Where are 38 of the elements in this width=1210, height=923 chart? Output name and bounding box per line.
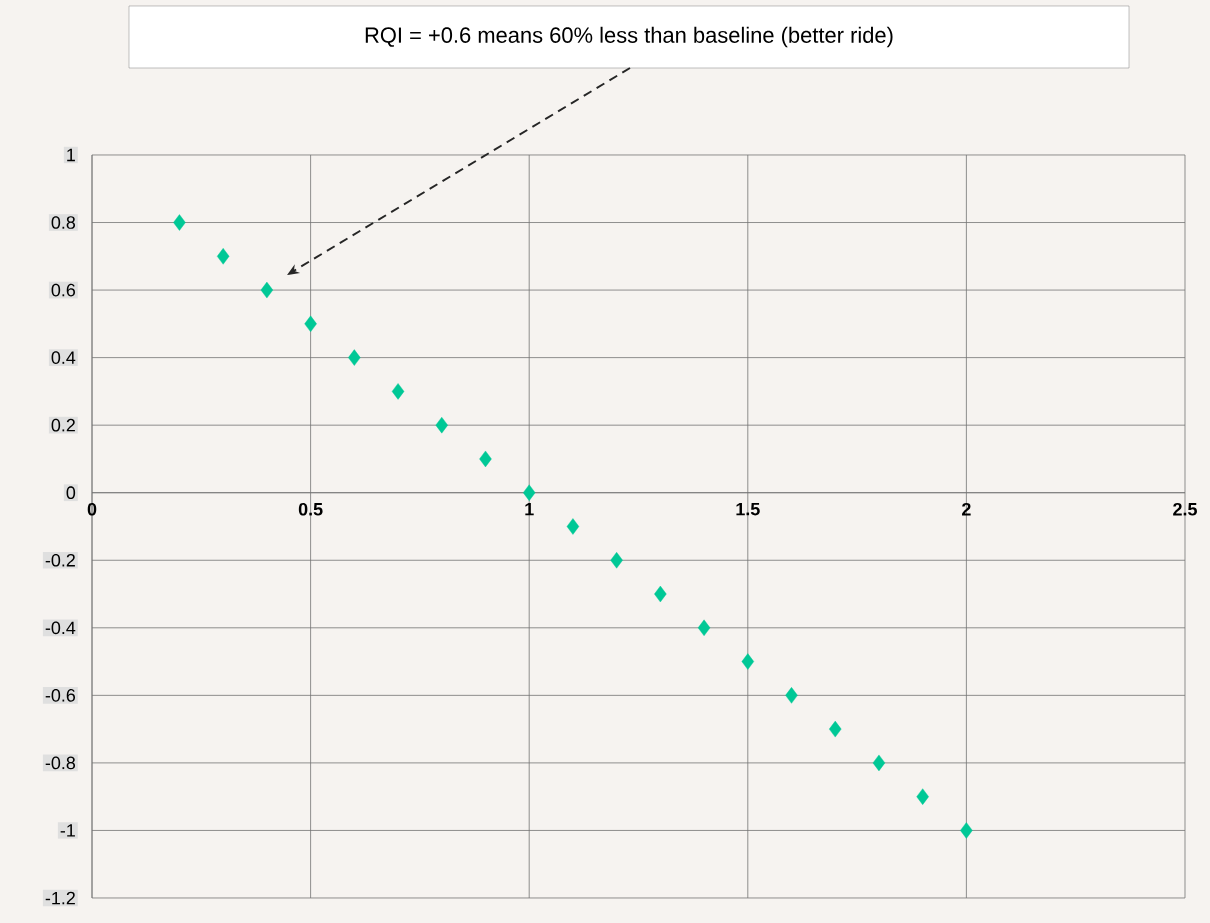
y-tick-label: 0.2 [51, 418, 75, 432]
point [697, 619, 711, 636]
point [348, 349, 361, 366]
point [829, 720, 842, 738]
x-tick-label: 2 [962, 502, 971, 516]
x-tick-label: 2.5 [1173, 502, 1197, 516]
y-tick-label: -1 [60, 824, 75, 837]
x-tick-label: 1 [525, 502, 534, 516]
point [523, 484, 536, 501]
y-tick-label: -0.4 [45, 621, 76, 635]
y-tick-label: -0.8 [45, 756, 76, 770]
point [391, 383, 405, 400]
point [173, 214, 186, 231]
x-tick-label: 1.5 [736, 502, 760, 516]
point [872, 754, 886, 772]
y-tick-label: -1.2 [45, 891, 75, 905]
point [304, 315, 317, 333]
point [960, 822, 973, 839]
point [566, 518, 580, 535]
point [654, 585, 667, 603]
y-tick-label: 0 [66, 486, 76, 500]
y-tick-label: 0.6 [51, 283, 76, 297]
point [741, 653, 754, 670]
point [610, 552, 623, 569]
x-tick-label: 0.5 [298, 502, 323, 516]
point [785, 687, 798, 704]
y-tick-label: -0.2 [45, 553, 75, 567]
text: RQI = +0.6 means 60% less than baseline (better ride) [365, 26, 893, 48]
y-tick-label: -0.6 [45, 688, 76, 702]
x-tick-label: 0 [87, 502, 97, 516]
y-tick-label: 0.8 [51, 216, 76, 229]
point [479, 450, 492, 468]
y-tick-label: 0.4 [51, 351, 76, 364]
point [260, 281, 274, 299]
point [916, 788, 929, 805]
y-tick-label: 1 [67, 148, 75, 162]
point [435, 416, 448, 434]
point [216, 248, 230, 265]
